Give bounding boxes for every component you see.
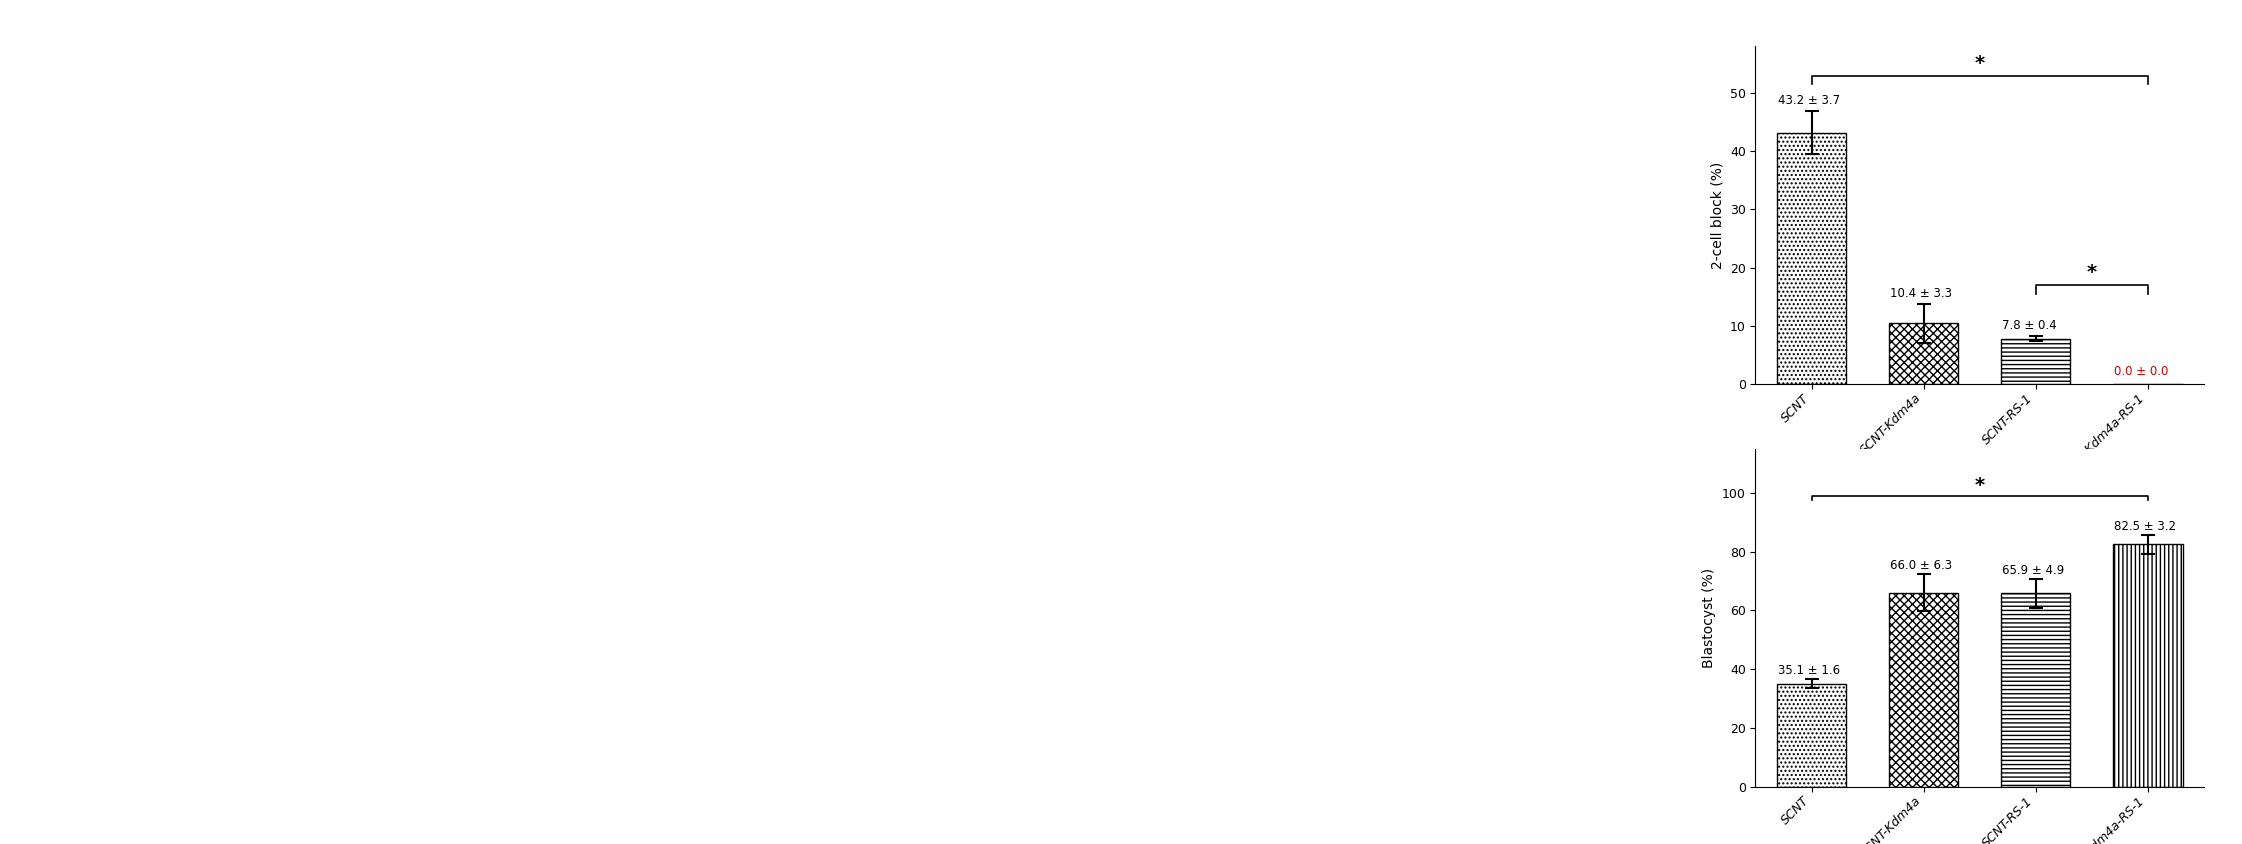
Text: 7.8 ± 0.4: 7.8 ± 0.4 [2002,319,2056,333]
Text: 0.0 ± 0.0: 0.0 ± 0.0 [2114,365,2168,378]
Y-axis label: Blastocyst (%): Blastocyst (%) [1702,568,1717,668]
Text: 65.9 ± 4.9: 65.9 ± 4.9 [2002,564,2065,576]
Bar [1890,323,1960,384]
Bar [2002,593,2072,787]
Text: *: * [1975,54,1984,73]
Text: *: * [1975,475,1984,495]
Bar [1890,592,1960,787]
Bar [1778,133,1847,384]
Text: 66.0 ± 6.3: 66.0 ± 6.3 [1890,560,1953,572]
Text: 43.2 ± 3.7: 43.2 ± 3.7 [1778,94,1841,107]
Bar [2002,338,2072,384]
Bar [1778,684,1847,787]
Text: *: * [2087,263,2096,282]
Bar [2112,544,2184,787]
Text: 82.5 ± 3.2: 82.5 ± 3.2 [2114,520,2177,533]
Text: 35.1 ± 1.6: 35.1 ± 1.6 [1778,664,1841,677]
Text: 10.4 ± 3.3: 10.4 ± 3.3 [1890,287,1953,300]
Y-axis label: 2-cell block (%): 2-cell block (%) [1711,161,1724,269]
